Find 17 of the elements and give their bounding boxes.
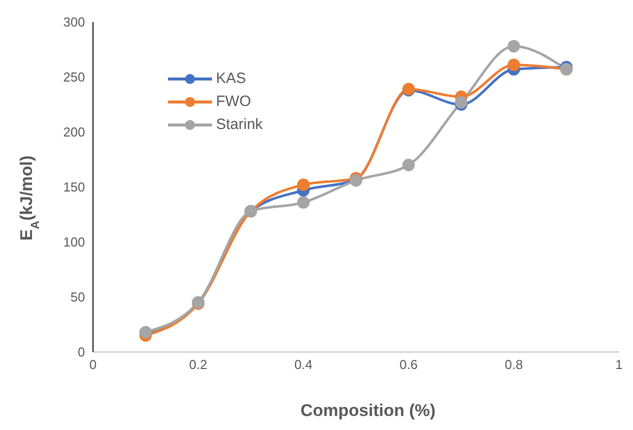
y-tick-label: 50: [70, 290, 85, 305]
x-tick-label: 0.6: [400, 357, 418, 372]
legend-label: KAS: [216, 70, 246, 87]
x-tick-label: 0.8: [504, 357, 523, 372]
x-tick-label: 0: [89, 357, 97, 372]
x-tick-label: 0.4: [294, 357, 312, 372]
x-tick-label: 0.2: [189, 357, 208, 372]
y-tick-label: 150: [63, 180, 85, 195]
y-tick-label: 200: [63, 124, 85, 140]
y-tick-label: 0: [78, 344, 85, 360]
y-tick-label: 300: [63, 14, 85, 30]
legend-label: FWO: [216, 93, 251, 110]
x-tick-label: 1: [615, 357, 623, 372]
y-tick-label: 100: [63, 234, 85, 250]
legend-label: Starink: [216, 116, 263, 133]
y-tick-label: 250: [63, 70, 85, 85]
x-axis-title: Composition (%): [300, 401, 436, 420]
